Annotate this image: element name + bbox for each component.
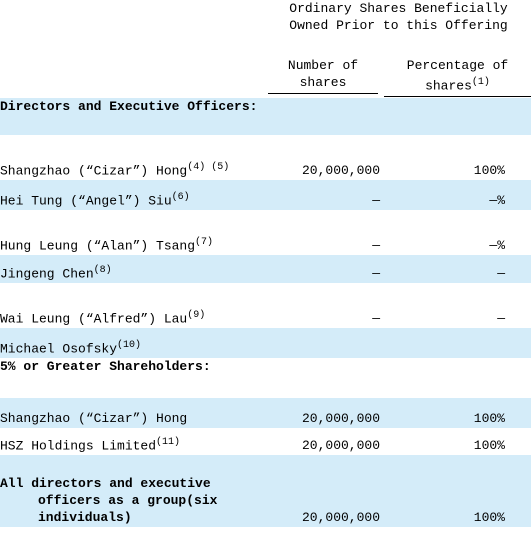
name-cell: Directors and Executive Officers: <box>0 98 268 135</box>
percent-cell <box>388 98 531 135</box>
row-label: HSZ Holdings Limited <box>0 438 157 453</box>
column-group-header: Ordinary Shares Beneficially Owned Prior… <box>289 1 508 33</box>
name-cell: Shangzhao (“Cizar”) Hong <box>0 398 268 428</box>
shares-cell: 20,000,000 <box>268 398 388 428</box>
percent-cell: 100% <box>388 455 531 527</box>
name-cell: Wai Leung (“Alfred”) Lau(9) <box>0 283 268 328</box>
percent-cell: — <box>388 255 531 283</box>
row-label: Jingeng Chen <box>0 266 94 281</box>
shares-value: 20,000,000 <box>301 438 380 453</box>
shares-cell: — <box>268 283 388 328</box>
column-label: Number of shares <box>287 58 359 90</box>
column-label: Percentage of shares <box>406 58 509 94</box>
table-row: Jingeng Chen(8) — — <box>0 255 531 283</box>
footnote-ref: (6) <box>171 191 190 203</box>
table-row: Hung Leung (“Alan”) Tsang(7) — —% <box>0 210 531 255</box>
footnote-ref: (4) (5) <box>187 161 230 173</box>
name-cell: Michael Osofsky(10) <box>0 328 268 358</box>
table-row: Hei Tung (“Angel”) Siu(6) — —% <box>0 180 531 210</box>
shares-value: — <box>372 193 380 208</box>
table-row: Michael Osofsky(10) <box>0 328 531 358</box>
shares-cell: 20,000,000 <box>268 135 388 180</box>
row-label: Shangzhao (“Cizar”) Hong <box>0 163 188 178</box>
percent-value: — <box>497 311 505 326</box>
name-cell: All directors and executive officers as … <box>0 455 268 527</box>
footnote-ref: (10) <box>117 339 142 351</box>
name-cell: Hei Tung (“Angel”) Siu(6) <box>0 180 268 210</box>
name-cell: 5% or Greater Shareholders: <box>0 358 268 398</box>
table-row: Shangzhao (“Cizar”) Hong(4) (5) 20,000,00… <box>0 135 531 180</box>
shares-cell: 20,000,000 <box>268 428 388 455</box>
percent-cell: —% <box>388 180 531 210</box>
percent-cell: 100% <box>388 135 531 180</box>
column-header: Number of shares <box>268 57 378 94</box>
shares-value: — <box>372 311 380 326</box>
percent-cell <box>388 358 531 398</box>
shares-cell <box>268 98 388 135</box>
table-row: Wai Leung (“Alfred”) Lau(9) — — <box>0 283 531 328</box>
footnote-ref: (9) <box>187 309 206 321</box>
shares-cell <box>268 358 388 398</box>
table-row: Directors and Executive Officers: <box>0 98 531 135</box>
shares-cell: 20,000,000 <box>268 455 388 527</box>
row-label: Wai Leung (“Alfred”) Lau <box>0 311 188 326</box>
row-label: 5% or Greater Shareholders: <box>0 359 211 374</box>
row-label: Michael Osofsky <box>0 341 118 356</box>
row-label: Hei Tung (“Angel”) Siu <box>0 193 172 208</box>
percent-cell: 100% <box>388 428 531 455</box>
percent-cell: 100% <box>388 398 531 428</box>
percent-cell: — <box>388 283 531 328</box>
table-row: Shangzhao (“Cizar”) Hong 20,000,000 100% <box>0 398 531 428</box>
footnote-ref: (1) <box>471 77 490 88</box>
table-row: All directors and executive officers as … <box>0 455 531 527</box>
row-label: Shangzhao (“Cizar”) Hong <box>0 411 188 426</box>
shares-cell <box>268 328 388 358</box>
footnote-ref: (7) <box>195 236 214 248</box>
name-cell: HSZ Holdings Limited(11) <box>0 428 268 455</box>
percent-cell: —% <box>388 210 531 255</box>
name-cell: Jingeng Chen(8) <box>0 255 268 283</box>
percent-value: —% <box>489 193 505 208</box>
row-label: Directors and Executive Officers: <box>0 99 258 114</box>
percent-value: —% <box>489 238 505 253</box>
shares-value: — <box>372 238 380 253</box>
percent-value: 100% <box>473 438 505 453</box>
shares-value: 20,000,000 <box>301 510 380 525</box>
percent-value: 100% <box>473 411 505 426</box>
table-row: HSZ Holdings Limited(11) 20,000,000 100% <box>0 428 531 455</box>
footnote-ref: (11) <box>156 436 181 448</box>
shares-cell: — <box>268 210 388 255</box>
row-label: Hung Leung (“Alan”) Tsang <box>0 238 196 253</box>
row-label: All directors and executive officers as … <box>0 476 218 525</box>
percent-value: 100% <box>473 510 505 525</box>
percent-cell <box>388 328 531 358</box>
table-row: 5% or Greater Shareholders: <box>0 358 531 398</box>
shares-value: 20,000,000 <box>301 163 380 178</box>
footnote-ref: (8) <box>93 264 112 276</box>
name-cell: Hung Leung (“Alan”) Tsang(7) <box>0 210 268 255</box>
name-cell: Shangzhao (“Cizar”) Hong(4) (5) <box>0 135 268 180</box>
column-header: Percentage of shares(1) <box>384 57 531 98</box>
shares-value: 20,000,000 <box>301 411 380 426</box>
ownership-table: Directors and Executive Officers: Shangzh… <box>0 98 531 527</box>
shares-cell: — <box>268 180 388 210</box>
percent-value: 100% <box>473 163 505 178</box>
percent-value: — <box>497 266 505 281</box>
shares-value: — <box>372 266 380 281</box>
shares-cell: — <box>268 255 388 283</box>
